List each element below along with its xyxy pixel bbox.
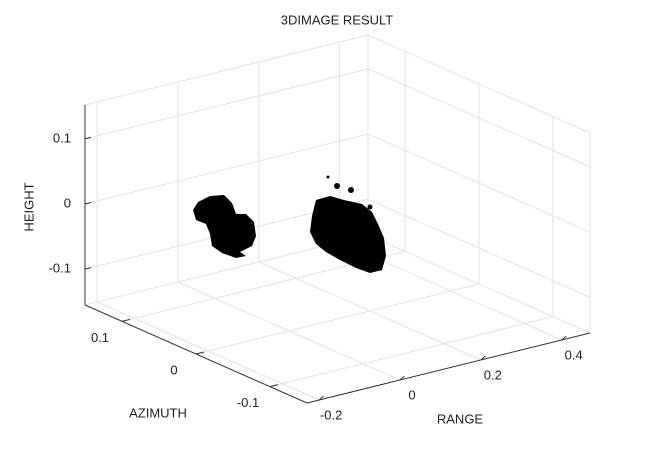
y-tick [195, 351, 205, 355]
speck [326, 175, 330, 179]
box-edge [84, 34, 369, 106]
left-cluster [193, 195, 256, 258]
point-cloud [193, 175, 386, 273]
y-axis-label: AZIMUTH [129, 405, 187, 420]
x-tick-label: 0.2 [484, 367, 502, 382]
y-tick [269, 384, 279, 388]
speck [367, 204, 373, 210]
z-tick [84, 136, 92, 140]
grid-line [367, 68, 591, 168]
z-tick [84, 202, 92, 205]
x-axis-label: RANGE [437, 411, 484, 426]
grid-line [367, 133, 591, 233]
y-axis [84, 304, 308, 404]
z-tick-label: 0.1 [53, 130, 71, 145]
z-tick [84, 267, 92, 270]
y-tick-label: -0.1 [237, 395, 259, 410]
z-axis-label: HEIGHT [21, 182, 36, 231]
z-tick-label: 0 [64, 195, 71, 210]
speck [348, 187, 354, 193]
grid-line [367, 198, 591, 298]
speck [334, 183, 340, 189]
y-tick-label: 0.1 [91, 330, 109, 345]
x-tick-label: 0.4 [565, 347, 583, 362]
axes: -0.2 0 0.2 0.4 -0.1 0 0.1 -0.1 0 0.1 [49, 105, 591, 422]
grid-line [195, 283, 480, 355]
chart-title: 3DIMAGE RESULT [281, 12, 394, 27]
grid-line [269, 316, 554, 388]
z-tick-label: -0.1 [49, 261, 71, 276]
x-tick-label: -0.2 [320, 407, 342, 422]
right-cluster [310, 196, 386, 273]
x-axis [306, 332, 591, 404]
grid [84, 34, 591, 401]
grid-line [84, 68, 369, 140]
y-tick [121, 318, 131, 322]
grid-line [84, 133, 369, 205]
y-tick-label: 0 [170, 362, 177, 377]
x-tick-label: 0 [408, 387, 415, 402]
